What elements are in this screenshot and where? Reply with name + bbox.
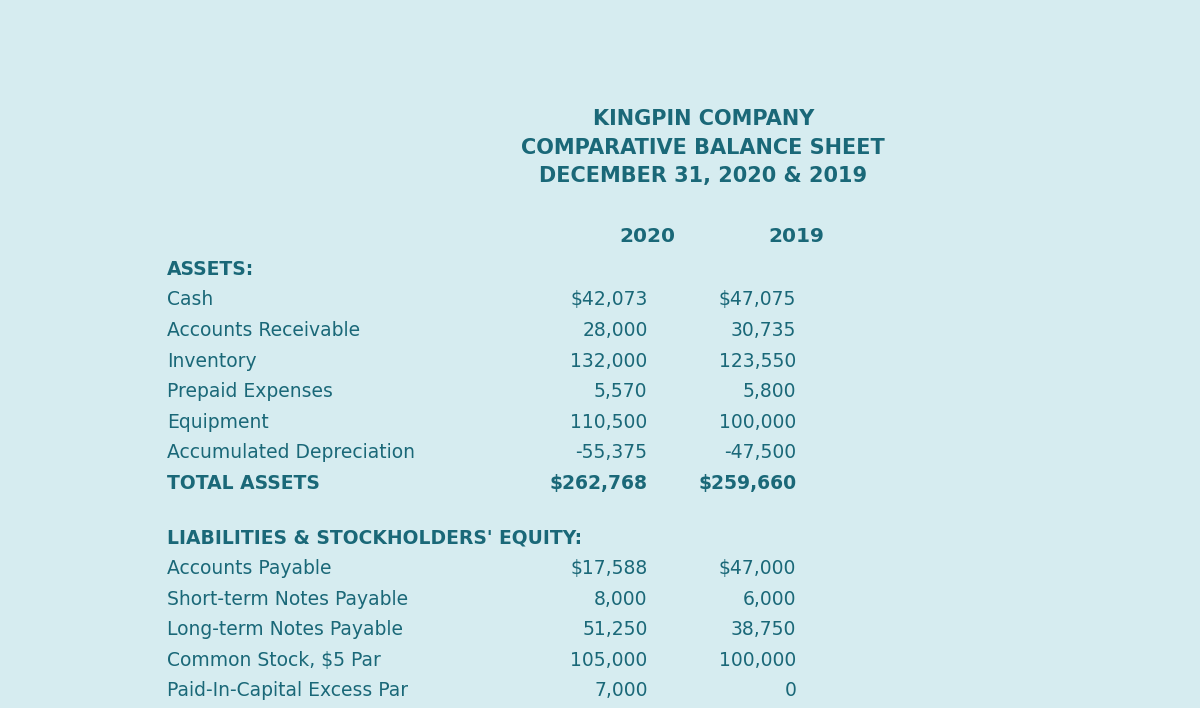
Text: 0: 0 <box>785 681 797 700</box>
Text: 7,000: 7,000 <box>594 681 648 700</box>
Text: LIABILITIES & STOCKHOLDERS' EQUITY:: LIABILITIES & STOCKHOLDERS' EQUITY: <box>167 529 582 548</box>
Text: 5,570: 5,570 <box>594 382 648 401</box>
Text: Equipment: Equipment <box>167 413 269 432</box>
Text: 123,550: 123,550 <box>719 352 797 370</box>
Text: 2019: 2019 <box>768 227 824 246</box>
Text: 30,735: 30,735 <box>731 321 797 340</box>
Text: 100,000: 100,000 <box>719 413 797 432</box>
Text: -47,500: -47,500 <box>725 443 797 462</box>
Text: Common Stock, $5 Par: Common Stock, $5 Par <box>167 651 380 670</box>
Text: $17,588: $17,588 <box>570 559 648 578</box>
Text: 2020: 2020 <box>619 227 676 246</box>
Text: Prepaid Expenses: Prepaid Expenses <box>167 382 332 401</box>
Text: 110,500: 110,500 <box>570 413 648 432</box>
Text: $259,660: $259,660 <box>698 474 797 493</box>
Text: Paid-In-Capital Excess Par: Paid-In-Capital Excess Par <box>167 681 408 700</box>
Text: 28,000: 28,000 <box>582 321 648 340</box>
Text: Inventory: Inventory <box>167 352 257 370</box>
Text: COMPARATIVE BALANCE SHEET: COMPARATIVE BALANCE SHEET <box>522 138 886 158</box>
Text: 105,000: 105,000 <box>570 651 648 670</box>
Text: $47,075: $47,075 <box>719 290 797 309</box>
Text: DECEMBER 31, 2020 & 2019: DECEMBER 31, 2020 & 2019 <box>539 166 868 186</box>
Text: 51,250: 51,250 <box>582 620 648 639</box>
Text: -55,375: -55,375 <box>576 443 648 462</box>
Text: TOTAL ASSETS: TOTAL ASSETS <box>167 474 319 493</box>
Text: $47,000: $47,000 <box>719 559 797 578</box>
Text: Accounts Receivable: Accounts Receivable <box>167 321 360 340</box>
Text: 8,000: 8,000 <box>594 590 648 609</box>
Text: $262,768: $262,768 <box>550 474 648 493</box>
Text: Cash: Cash <box>167 290 212 309</box>
Text: $42,073: $42,073 <box>570 290 648 309</box>
Text: 100,000: 100,000 <box>719 651 797 670</box>
Text: 5,800: 5,800 <box>743 382 797 401</box>
Text: 6,000: 6,000 <box>743 590 797 609</box>
Text: Accumulated Depreciation: Accumulated Depreciation <box>167 443 415 462</box>
Text: Long-term Notes Payable: Long-term Notes Payable <box>167 620 403 639</box>
Text: Accounts Payable: Accounts Payable <box>167 559 331 578</box>
Text: ASSETS:: ASSETS: <box>167 260 254 279</box>
Text: 38,750: 38,750 <box>731 620 797 639</box>
Text: Short-term Notes Payable: Short-term Notes Payable <box>167 590 408 609</box>
Text: 132,000: 132,000 <box>570 352 648 370</box>
Text: KINGPIN COMPANY: KINGPIN COMPANY <box>593 110 814 130</box>
